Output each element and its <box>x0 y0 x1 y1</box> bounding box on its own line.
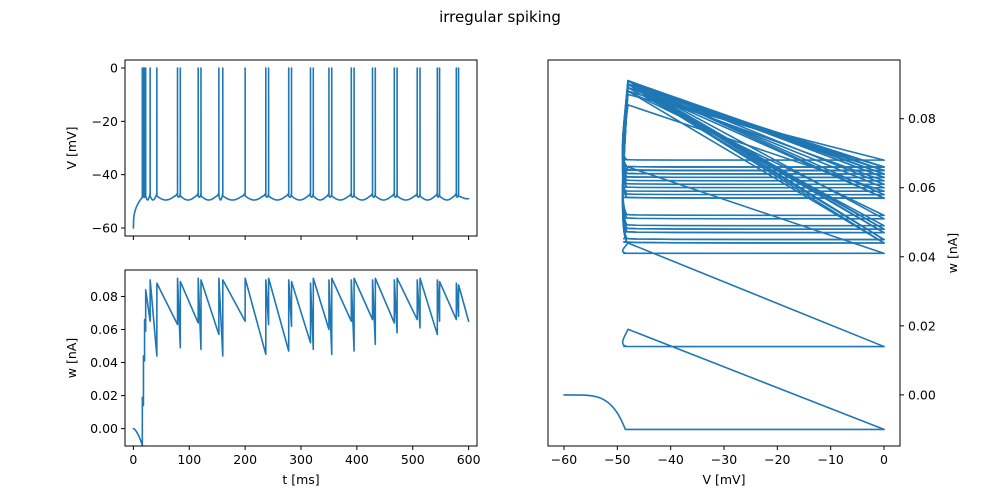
y-tick-label: 0.00 <box>90 421 118 436</box>
y-tick-label: 0.08 <box>908 111 936 126</box>
x-tick-label: 500 <box>401 452 425 467</box>
x-axis-label: V [mV] <box>702 472 745 487</box>
y-tick-label: 0.02 <box>908 318 936 333</box>
y-tick-label: −20 <box>92 114 118 129</box>
x-tick-label: −30 <box>711 452 737 467</box>
phase-trajectory-line <box>621 328 885 431</box>
y-tick-label: −60 <box>92 221 118 236</box>
x-tick-label: −60 <box>551 452 577 467</box>
y-tick-label: 0 <box>110 61 118 76</box>
y-tick-label: 0.04 <box>90 355 118 370</box>
x-tick-label: −20 <box>764 452 790 467</box>
x-tick-label: −50 <box>604 452 630 467</box>
y-tick-label: 0.00 <box>908 387 936 402</box>
x-tick-label: 600 <box>457 452 481 467</box>
x-tick-label: 0 <box>129 452 137 467</box>
phase-plane-panel: −60 −50 −40 −30 −20 −10 0 0.00 0.02 0.04 0.06 0.08 w… <box>547 59 960 487</box>
x-axis-label: t [ms] <box>282 472 319 487</box>
x-tick-label: 0 <box>880 452 888 467</box>
y-tick-label: 0.06 <box>90 322 118 337</box>
phase-trajectory-line <box>563 394 885 431</box>
x-tick-label: −40 <box>657 452 683 467</box>
x-tick-label: 300 <box>289 452 313 467</box>
x-tick-label: −10 <box>817 452 843 467</box>
x-tick-label: 200 <box>233 452 257 467</box>
adaptation-trace-line <box>132 277 470 446</box>
figure-title: irregular spiking <box>439 8 561 26</box>
y-tick-label: −40 <box>92 167 118 182</box>
phase-trajectory-line <box>621 242 885 348</box>
y-axis-label: V [mV] <box>64 126 79 169</box>
x-tick-label: 100 <box>177 452 201 467</box>
adaptation-trace-panel: 0 100 200 300 400 500 600 0.00 0.02 0.04 0.06 0.08 w… <box>64 269 481 487</box>
y-tick-label: 0.02 <box>90 388 118 403</box>
y-tick-label: 0.06 <box>908 180 936 195</box>
y-tick-label: 0.04 <box>908 249 936 264</box>
voltage-trace-panel: 0 −20 −40 −60 V [mV] <box>64 59 478 240</box>
y-axis-label: w [nA] <box>64 338 79 378</box>
y-axis-label: w [nA] <box>945 233 960 273</box>
y-tick-label: 0.08 <box>90 289 118 304</box>
voltage-trace-line <box>132 67 470 229</box>
x-tick-label: 400 <box>345 452 369 467</box>
phase-trajectory-line <box>621 93 885 172</box>
